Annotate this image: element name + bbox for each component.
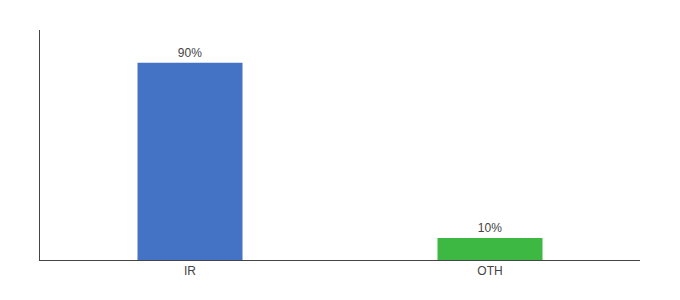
svg-text:90%: 90% xyxy=(178,46,202,60)
svg-text:OTH: OTH xyxy=(477,264,502,278)
svg-text:10%: 10% xyxy=(478,221,502,235)
svg-text:IR: IR xyxy=(184,264,196,278)
